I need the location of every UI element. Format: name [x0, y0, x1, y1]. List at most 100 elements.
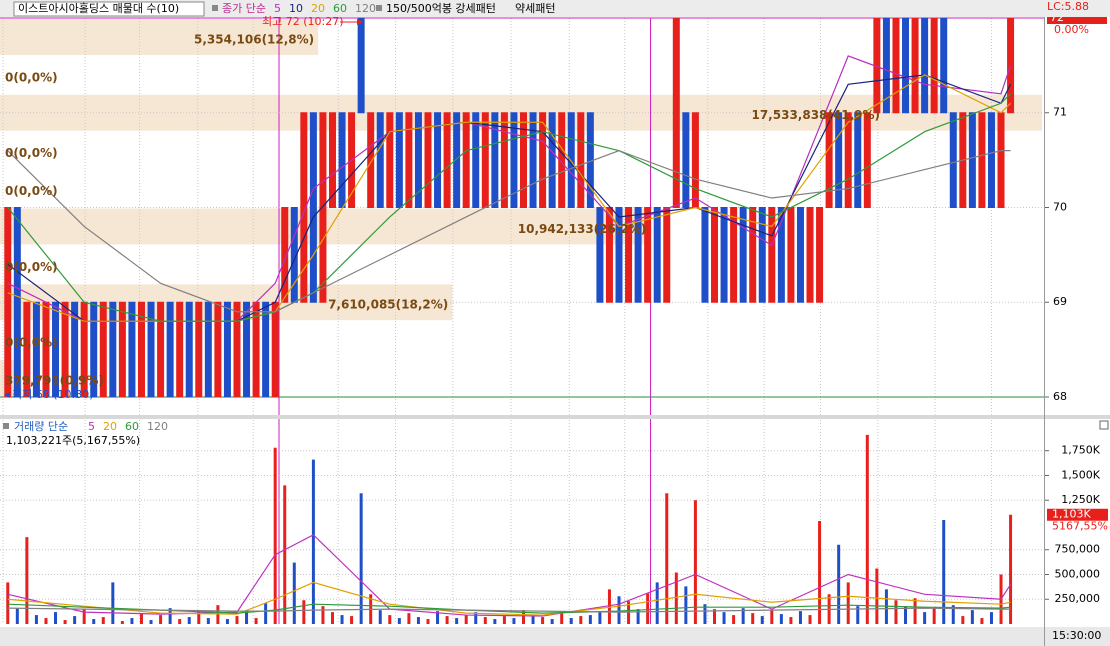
candle [166, 301, 174, 398]
candle [90, 301, 98, 398]
volume-bar [302, 600, 306, 624]
candle [491, 112, 499, 208]
y-tick-label: 1,250K [1061, 493, 1100, 506]
volume-bar [856, 606, 860, 624]
y-tick-label: 1,500K [1061, 468, 1100, 481]
candle [520, 112, 527, 208]
legend-item: 10 [289, 2, 303, 15]
volume-bar [932, 608, 936, 624]
volume-current-label: 1,103K [1052, 508, 1091, 521]
candle [682, 112, 690, 208]
candle [605, 206, 613, 303]
candle [949, 112, 957, 208]
volume-bar [674, 572, 678, 624]
volume-bar [713, 609, 717, 624]
volume-summary: 1,103,221주(5,167,55%) [6, 434, 140, 447]
y-tick-label: 1,750K [1061, 444, 1100, 457]
profile-label: 0(0,0%) [5, 260, 58, 274]
volume-bar [522, 610, 525, 624]
volume-bar [264, 603, 268, 624]
candle [558, 112, 566, 208]
volume-bar [111, 582, 115, 624]
volume-bar [359, 493, 363, 624]
candle [777, 206, 785, 303]
candle [109, 301, 117, 398]
candle [653, 206, 661, 303]
volume-bar [130, 618, 134, 624]
volume-bar [579, 616, 583, 624]
legend-bar [0, 0, 1110, 17]
volume-bar [598, 612, 602, 624]
profile-label: 7,610,085(18,2%) [328, 298, 448, 312]
candle [243, 301, 251, 398]
volume-bar [388, 615, 392, 624]
candle [214, 301, 222, 398]
volume-bar [235, 616, 239, 624]
volume-bar [493, 619, 497, 624]
panel-button[interactable] [1099, 420, 1109, 430]
candle [882, 17, 890, 114]
candle [539, 112, 547, 208]
volume-bar [139, 613, 143, 624]
candle [997, 112, 1005, 208]
candle [806, 206, 814, 303]
volume-bar [942, 520, 946, 624]
grid [0, 17, 1044, 624]
volume-bar [541, 617, 545, 624]
candle [386, 112, 394, 208]
candle [376, 112, 384, 208]
candle [195, 301, 203, 398]
volume-bar [292, 562, 296, 624]
candle [863, 112, 871, 208]
candle [424, 112, 432, 208]
profile-band [0, 19, 319, 55]
y-tick-label: 750,000 [1055, 543, 1101, 556]
candle [921, 17, 929, 114]
volume-bar [34, 615, 38, 624]
candle [223, 301, 231, 398]
volume-bar [25, 537, 29, 624]
volume-bar [216, 605, 220, 624]
candle [892, 17, 900, 114]
volume-bar [980, 618, 984, 624]
volume-bar [904, 606, 908, 624]
volume-bar [92, 619, 96, 624]
candle [711, 206, 719, 303]
volume-bar [397, 618, 401, 624]
volume-bar [751, 613, 755, 624]
low-label: 최저 68 (10:30) [12, 388, 94, 401]
profile-label: 17,533,838(41,9%) [751, 108, 880, 122]
volume-bar [464, 615, 468, 624]
legend-icon [376, 5, 382, 11]
legend-icon [3, 423, 9, 429]
candle [940, 17, 948, 114]
candle [844, 112, 852, 208]
volume-bar [311, 459, 315, 624]
volume-bar [732, 615, 736, 624]
pattern-legend-weak: 약세패턴 [515, 1, 555, 15]
candle [768, 206, 776, 303]
candle [968, 112, 976, 208]
candle [835, 112, 843, 208]
title-box [13, 1, 205, 17]
volume-bar [455, 618, 459, 624]
candle [118, 301, 126, 398]
volume-bar [636, 609, 640, 624]
candle [281, 206, 289, 303]
volume-bar [970, 610, 974, 624]
volume-bar [617, 596, 621, 624]
volume-bar [923, 612, 927, 624]
high-arrowhead [357, 19, 363, 25]
profile-label: 0(0,0%) [5, 184, 58, 198]
legend-item: 120 [355, 2, 376, 15]
volume-bar [846, 582, 850, 624]
end-label: 15:30:00 [1052, 629, 1101, 642]
legend-item: 20 [311, 2, 325, 15]
volume-bar [512, 618, 516, 624]
candle [978, 112, 986, 208]
volume-current-box [1047, 508, 1108, 521]
volume-bar [865, 434, 869, 624]
candle [644, 206, 652, 303]
volume-bar [741, 608, 745, 624]
